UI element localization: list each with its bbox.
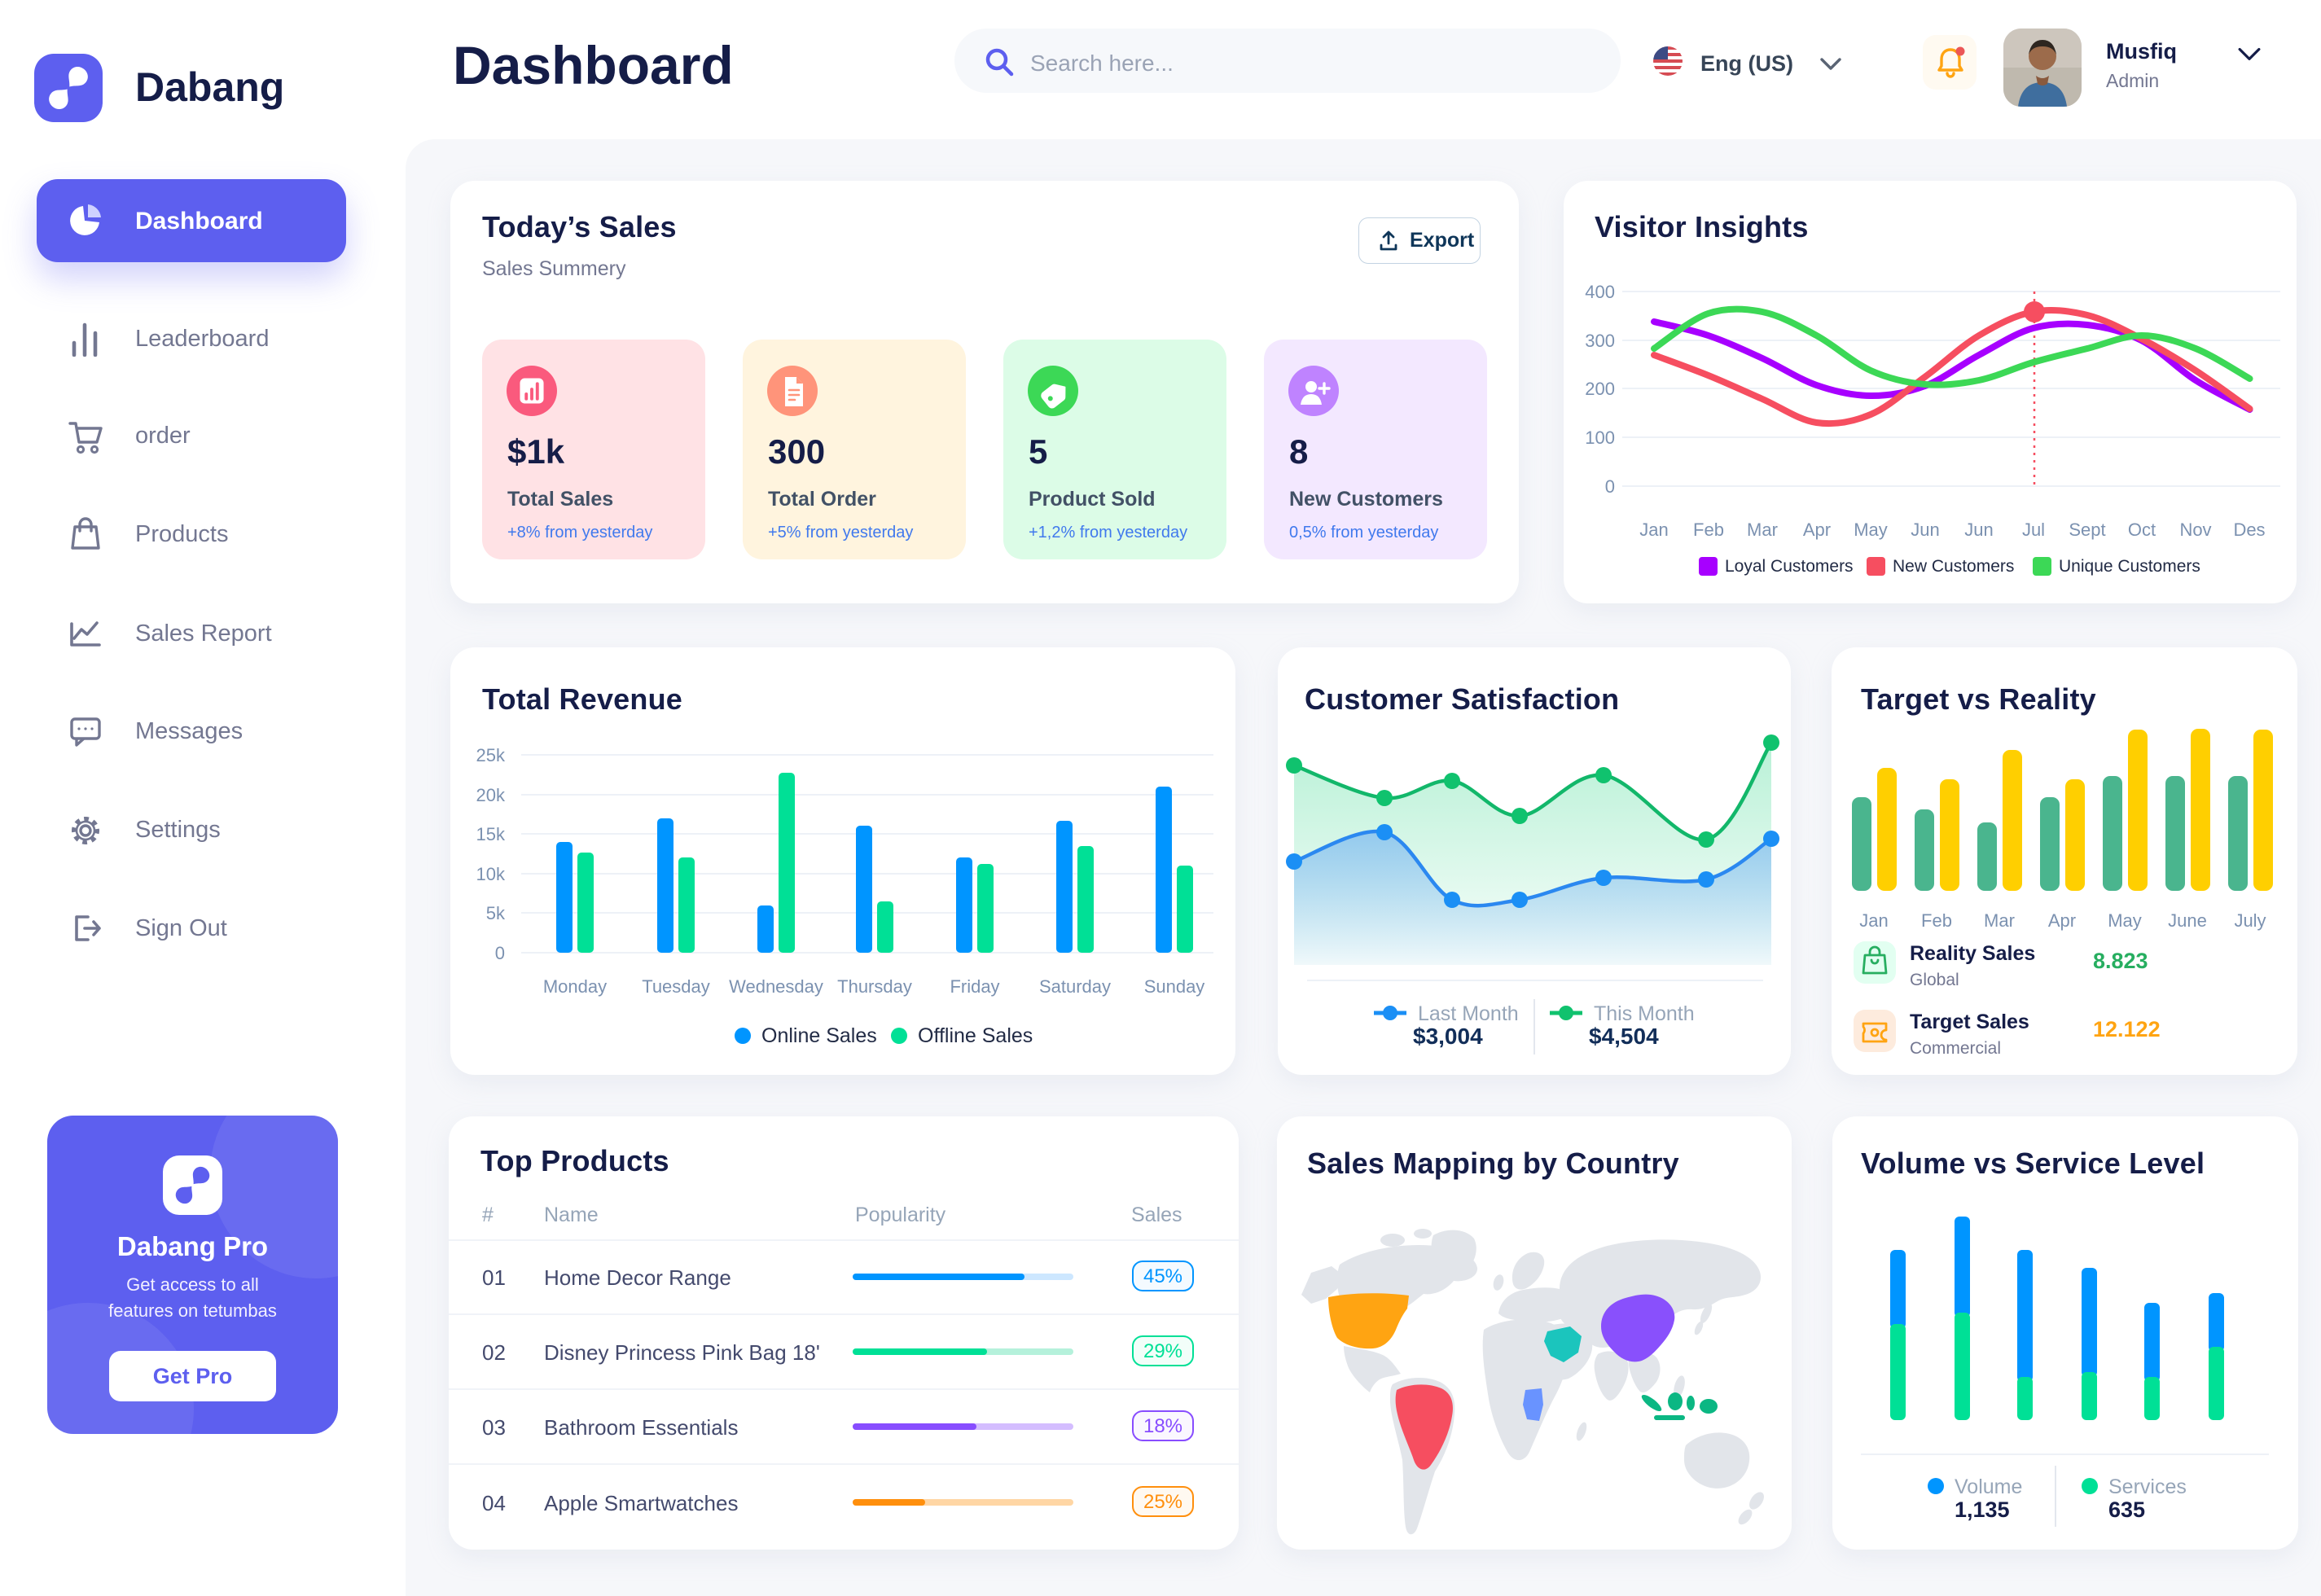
svg-text:June: June [2168, 910, 2207, 931]
svg-text:Services: Services [2108, 1475, 2187, 1498]
svg-text:May: May [2108, 910, 2142, 931]
svg-text:Jun: Jun [1911, 520, 1939, 540]
svg-text:New Customers: New Customers [1893, 557, 2014, 576]
svg-text:Global: Global [1910, 971, 1959, 989]
svg-text:635: 635 [2108, 1497, 2145, 1522]
svg-text:Reality Sales: Reality Sales [1910, 942, 2035, 965]
svg-text:Sept: Sept [2069, 520, 2105, 540]
svg-text:Volume: Volume [1955, 1475, 2022, 1498]
svg-text:This Month: This Month [1594, 1002, 1695, 1025]
svg-text:Saturday: Saturday [1039, 976, 1111, 997]
svg-text:Mar: Mar [1984, 910, 2015, 931]
svg-text:Jun: Jun [1964, 520, 1993, 540]
svg-text:Thursday: Thursday [837, 976, 912, 997]
svg-text:5k: 5k [486, 903, 506, 923]
svg-text:15k: 15k [476, 824, 506, 844]
svg-text:Commercial: Commercial [1910, 1039, 2001, 1058]
svg-text:Loyal Customers: Loyal Customers [1725, 557, 1854, 576]
svg-text:Online Sales: Online Sales [761, 1024, 877, 1047]
svg-text:1,135: 1,135 [1955, 1497, 2010, 1522]
svg-text:Tuesday: Tuesday [642, 976, 710, 997]
svg-text:Wednesday: Wednesday [729, 976, 823, 997]
svg-text:May: May [1854, 520, 1888, 540]
svg-text:Sunday: Sunday [1144, 976, 1205, 997]
svg-text:Mar: Mar [1747, 520, 1778, 540]
svg-text:400: 400 [1585, 282, 1615, 302]
svg-text:Apr: Apr [1803, 520, 1831, 540]
svg-text:200: 200 [1585, 379, 1615, 399]
svg-text:July: July [2234, 910, 2266, 931]
svg-text:Target Sales: Target Sales [1910, 1011, 2029, 1033]
svg-text:0: 0 [495, 943, 505, 963]
svg-text:Jan: Jan [1639, 520, 1668, 540]
svg-text:0: 0 [1605, 476, 1615, 497]
svg-text:Apr: Apr [2048, 910, 2076, 931]
svg-text:Jul: Jul [2022, 520, 2045, 540]
svg-text:100: 100 [1585, 428, 1615, 448]
svg-text:Feb: Feb [1693, 520, 1724, 540]
svg-text:8.823: 8.823 [2093, 949, 2148, 973]
svg-text:Monday: Monday [543, 976, 607, 997]
svg-text:25k: 25k [476, 745, 506, 765]
svg-text:Friday: Friday [950, 976, 999, 997]
svg-text:Jan: Jan [1859, 910, 1888, 931]
svg-text:20k: 20k [476, 785, 506, 805]
svg-text:12.122: 12.122 [2093, 1017, 2161, 1041]
svg-text:10k: 10k [476, 864, 506, 884]
svg-text:Last Month: Last Month [1418, 1002, 1519, 1025]
svg-text:$4,504: $4,504 [1589, 1024, 1659, 1049]
svg-text:Unique Customers: Unique Customers [2059, 557, 2200, 576]
svg-text:$3,004: $3,004 [1413, 1024, 1483, 1049]
svg-text:Des: Des [2233, 520, 2265, 540]
svg-text:300: 300 [1585, 331, 1615, 351]
svg-text:Nov: Nov [2179, 520, 2211, 540]
svg-text:Oct: Oct [2128, 520, 2156, 540]
svg-text:Feb: Feb [1921, 910, 1952, 931]
svg-text:Offline Sales: Offline Sales [918, 1024, 1033, 1047]
